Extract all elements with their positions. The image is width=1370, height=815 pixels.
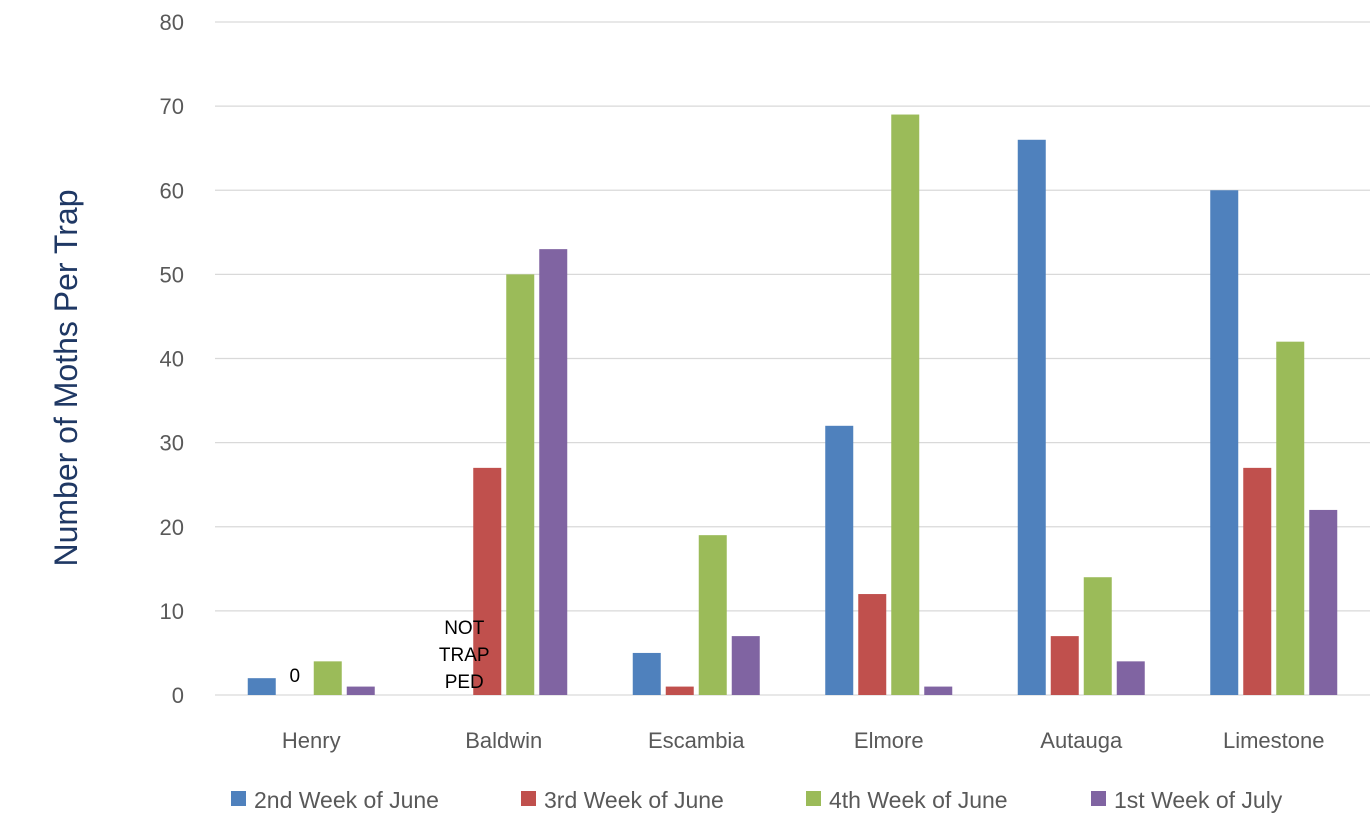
y-tick-label: 70 [160, 94, 184, 119]
legend-swatch [806, 791, 821, 806]
bar [891, 114, 920, 696]
x-tick-label: Baldwin [465, 728, 542, 753]
bar [1050, 636, 1079, 695]
bar [632, 652, 661, 695]
legend-swatch [231, 791, 246, 806]
y-tick-label: 80 [160, 10, 184, 35]
y-tick-label: 0 [172, 683, 184, 708]
bar [698, 535, 727, 695]
bar [1083, 577, 1112, 695]
legend-label: 2nd Week of June [254, 787, 439, 813]
x-tick-label: Henry [282, 728, 341, 753]
y-tick-label: 50 [160, 262, 184, 287]
bar [473, 467, 502, 695]
bars [247, 114, 1338, 696]
x-tick-label: Limestone [1223, 728, 1325, 753]
annotations: 0 NOT TRAP PED [289, 618, 489, 693]
legend-label: 1st Week of July [1114, 787, 1283, 813]
y-tick-label: 20 [160, 515, 184, 540]
bar [346, 686, 375, 695]
gridlines [215, 21, 1370, 696]
y-axis-label: Number of Moths Per Trap [48, 189, 84, 566]
bar [924, 686, 953, 695]
bar [1116, 661, 1145, 695]
bar [1017, 139, 1046, 695]
bar [825, 425, 854, 695]
legend-swatch [1091, 791, 1106, 806]
y-axis-ticks: 0 10 20 30 40 50 60 70 80 [160, 10, 184, 708]
y-tick-label: 60 [160, 178, 184, 203]
legend-label: 3rd Week of June [544, 787, 724, 813]
y-tick-label: 30 [160, 431, 184, 456]
bar [506, 274, 535, 695]
not-trapped-annotation: PED [445, 672, 484, 693]
x-tick-label: Elmore [854, 728, 924, 753]
bar [858, 594, 887, 695]
data-annotation: 0 [289, 666, 300, 687]
bar [731, 636, 760, 695]
bar [1276, 341, 1305, 695]
bar [1210, 190, 1239, 695]
legend-swatch [521, 791, 536, 806]
bar [313, 661, 342, 695]
x-axis-ticks: Henry Baldwin Escambia Elmore Autauga Limesto… [282, 728, 1325, 753]
bar [247, 678, 276, 695]
x-tick-label: Escambia [648, 728, 745, 753]
bar [1243, 467, 1272, 695]
bar [1309, 509, 1338, 695]
y-tick-label: 40 [160, 347, 184, 372]
legend: 2nd Week of June 3rd Week of June 4th Week… [231, 787, 1283, 813]
y-tick-label: 10 [160, 599, 184, 624]
x-tick-label: Autauga [1040, 728, 1123, 753]
not-trapped-annotation: TRAP [439, 645, 490, 666]
legend-label: 4th Week of June [829, 787, 1008, 813]
not-trapped-annotation: NOT [444, 618, 485, 639]
bar [539, 249, 568, 695]
bar [665, 686, 694, 695]
